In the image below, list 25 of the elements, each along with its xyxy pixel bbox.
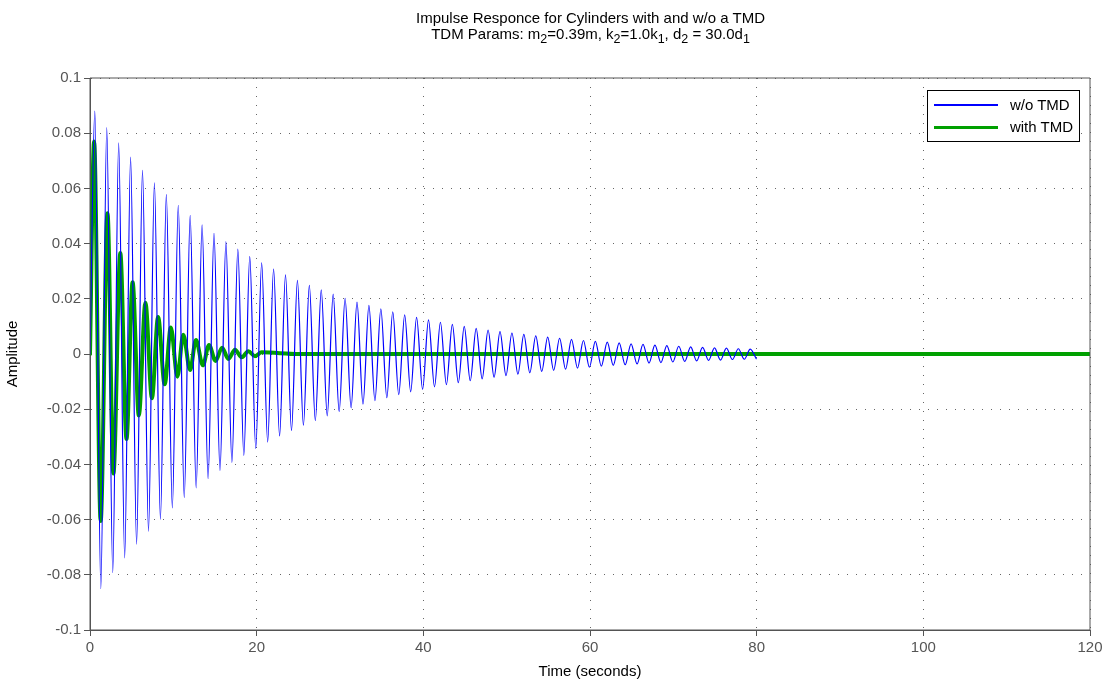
legend-label: w/o TMD bbox=[1009, 95, 1070, 115]
y-tick-label: -0.06 bbox=[46, 509, 81, 527]
y-tick-label: 0.02 bbox=[51, 288, 81, 306]
chart-title: Impulse Responce for Cylinders with and w/o a TMD bbox=[414, 9, 766, 26]
y-tick-label: -0.04 bbox=[46, 454, 81, 472]
x-tick-label: 60 bbox=[581, 638, 599, 656]
y-tick-label: 0.06 bbox=[51, 178, 81, 196]
x-tick-label: 120 bbox=[1077, 638, 1103, 656]
y-tick-label: -0.08 bbox=[46, 564, 81, 582]
y-tick-label: 0 bbox=[72, 344, 81, 362]
y-tick-label: 0.04 bbox=[51, 233, 81, 251]
x-tick-label: 0 bbox=[85, 638, 95, 656]
x-tick-label: 100 bbox=[910, 638, 936, 656]
x-tick-label: 80 bbox=[748, 638, 766, 656]
text: TDM Params: m$_{2}$=0.39m, k$_{2}$=1.0k$_{1}$, d$_{2}$ = 30.0d$_{1}$ bbox=[431, 25, 750, 46]
y-tick-label: -0.1 bbox=[55, 620, 81, 638]
y-tick-label: 0.08 bbox=[51, 123, 81, 141]
x-tick-label: 40 bbox=[414, 638, 432, 656]
line-series bbox=[90, 110, 757, 590]
x-axis-title: Time (seconds) bbox=[538, 662, 642, 680]
y-tick-label: 0.1 bbox=[60, 68, 81, 86]
y-tick-label: -0.02 bbox=[46, 399, 81, 417]
y-axis-title: Amplitude bbox=[3, 320, 21, 388]
legend-label: with TMD bbox=[1009, 117, 1073, 137]
x-tick-label: 20 bbox=[248, 638, 266, 656]
